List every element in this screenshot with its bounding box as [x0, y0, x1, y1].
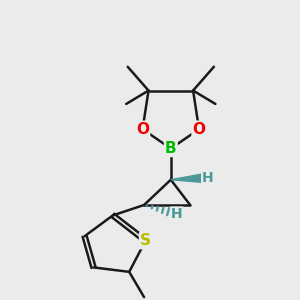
Text: S: S [140, 233, 151, 248]
Text: H: H [202, 171, 214, 185]
Text: O: O [193, 122, 206, 137]
Text: O: O [136, 122, 149, 137]
Text: H: H [171, 208, 183, 221]
Text: B: B [165, 141, 177, 156]
Polygon shape [171, 174, 202, 182]
